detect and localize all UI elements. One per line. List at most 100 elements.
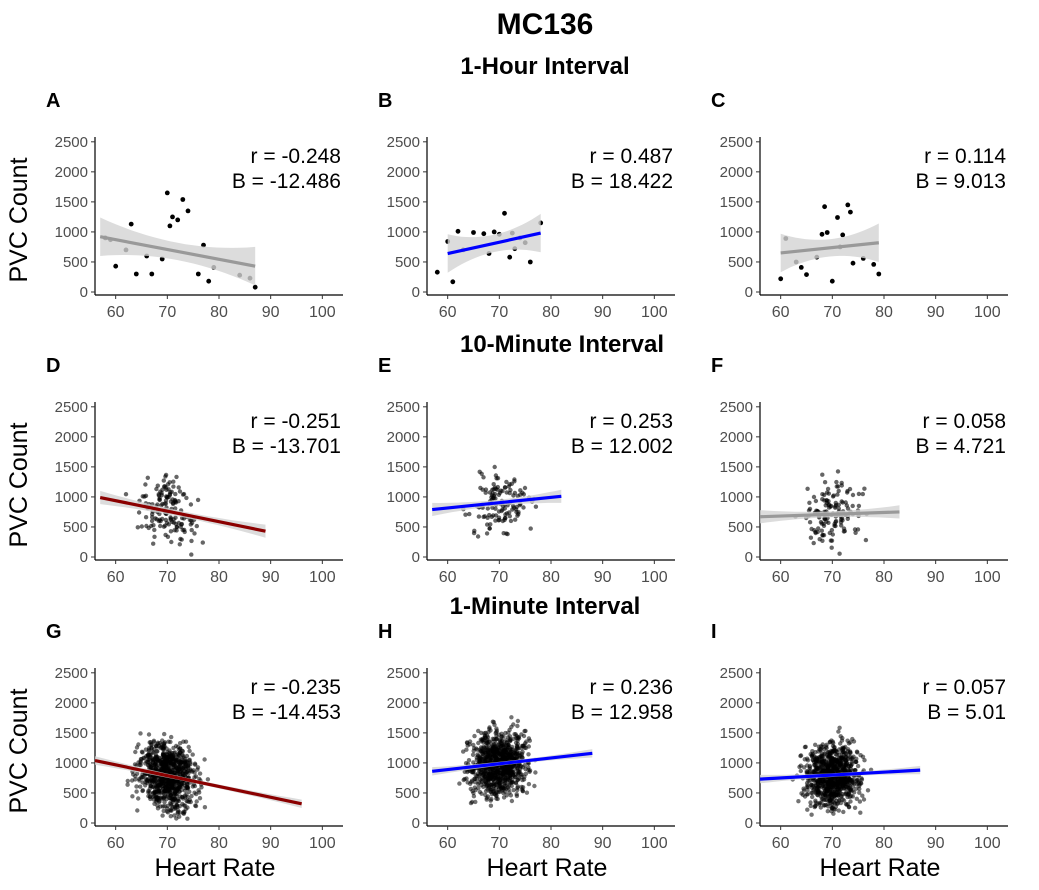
data-point <box>834 479 839 485</box>
x-tick-label: 100 <box>641 304 668 321</box>
data-point <box>509 715 514 720</box>
data-point <box>468 800 474 806</box>
data-point <box>809 812 814 817</box>
data-point <box>169 489 174 494</box>
data-point <box>184 495 189 501</box>
data-point <box>842 762 847 768</box>
data-point <box>520 765 525 770</box>
data-point <box>851 739 857 744</box>
y-tick-label: 0 <box>412 815 420 832</box>
data-point <box>515 513 520 518</box>
data-point <box>805 783 810 788</box>
data-point <box>170 214 175 220</box>
data-point <box>523 745 529 751</box>
data-point <box>471 794 477 799</box>
data-point <box>154 749 159 754</box>
data-point <box>153 516 158 521</box>
y-tick-label: 1000 <box>720 489 753 506</box>
data-point <box>170 501 176 507</box>
data-point <box>149 763 155 768</box>
data-point <box>170 754 176 760</box>
data-point <box>477 469 482 474</box>
x-tick-label: 70 <box>823 835 841 852</box>
data-point <box>133 749 138 755</box>
panel-A: A 0 500 1000 1500 2000 2500 60 70 80 90 100 PVC Coun… <box>5 90 343 321</box>
data-point <box>146 732 152 737</box>
data-point <box>168 801 174 807</box>
data-point <box>187 789 192 794</box>
data-point <box>817 783 822 789</box>
data-point <box>202 757 207 762</box>
data-point <box>476 514 482 519</box>
x-tick-label: 70 <box>490 304 508 321</box>
data-point <box>154 795 159 800</box>
data-point <box>174 524 180 530</box>
data-point <box>134 771 140 776</box>
data-point <box>532 783 537 789</box>
data-point <box>503 777 508 783</box>
data-point <box>189 527 194 533</box>
data-point <box>491 739 496 744</box>
data-point <box>201 242 206 248</box>
data-point <box>503 789 508 794</box>
data-point <box>834 484 839 489</box>
data-point <box>514 793 520 799</box>
r-annotation: r = 0.057 <box>923 676 1006 699</box>
y-tick-label: 2000 <box>387 429 420 446</box>
data-point <box>847 764 852 769</box>
x-tick-label: 60 <box>107 569 125 586</box>
data-point <box>125 778 130 784</box>
data-point <box>182 527 187 533</box>
data-point <box>180 197 186 202</box>
data-point <box>801 786 806 791</box>
data-point <box>840 232 846 238</box>
data-point <box>820 783 826 789</box>
panel-label-F: F <box>711 355 723 377</box>
data-point <box>810 752 815 758</box>
data-point <box>835 762 841 767</box>
data-point <box>480 768 486 773</box>
data-point <box>181 754 186 759</box>
x-tick-label: 90 <box>262 304 280 321</box>
data-point <box>173 515 178 520</box>
y-tick-label: 2500 <box>387 399 420 416</box>
data-point <box>485 515 490 520</box>
data-point <box>524 739 529 744</box>
data-point <box>515 723 520 729</box>
data-point <box>524 790 530 795</box>
data-point <box>134 745 140 750</box>
data-point <box>494 728 500 733</box>
data-point <box>493 790 499 795</box>
x-tick-label: 80 <box>542 835 560 852</box>
data-point <box>820 492 825 497</box>
data-point <box>151 523 156 528</box>
data-point <box>476 774 482 779</box>
data-point <box>832 776 838 781</box>
data-point <box>838 734 843 739</box>
y-tick-label: 0 <box>412 284 420 301</box>
data-point <box>500 785 505 790</box>
data-point <box>252 284 258 290</box>
panel-label-E: E <box>378 355 391 377</box>
data-point <box>159 780 164 785</box>
x-tick-label: 80 <box>210 835 228 852</box>
x-tick-label: 90 <box>594 835 612 852</box>
data-point <box>517 769 522 774</box>
data-point <box>455 228 461 234</box>
data-point <box>485 782 490 788</box>
data-point <box>143 493 149 498</box>
data-point <box>854 786 859 791</box>
data-point <box>133 271 139 277</box>
data-point <box>502 515 508 521</box>
data-point <box>189 538 194 544</box>
data-point <box>185 799 190 804</box>
data-point <box>163 532 168 538</box>
data-point <box>172 813 177 818</box>
data-point <box>513 740 519 745</box>
panel-D: D 0 500 1000 1500 2000 2500 60 70 80 90 100 PVC Coun… <box>5 355 343 586</box>
data-point <box>164 190 170 196</box>
data-point <box>515 493 520 499</box>
data-point <box>123 492 129 497</box>
data-point <box>152 534 157 539</box>
y-tick-label: 2500 <box>387 134 420 151</box>
